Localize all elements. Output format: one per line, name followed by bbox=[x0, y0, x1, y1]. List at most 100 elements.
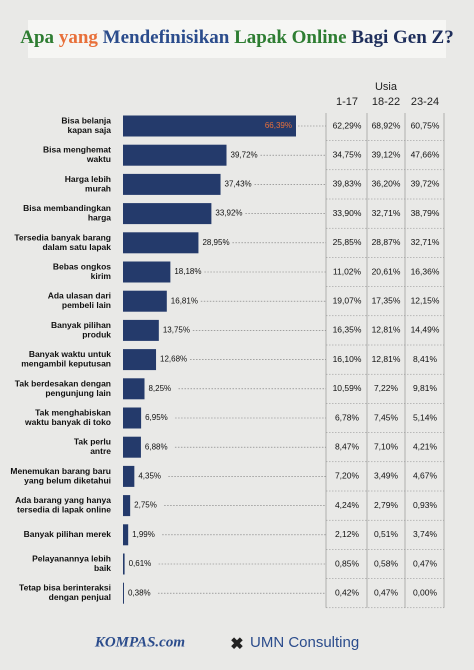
category-label: Bisa membandingkan bbox=[23, 203, 111, 213]
table-cell: 12,81% bbox=[372, 354, 401, 364]
bar bbox=[123, 261, 171, 283]
bar bbox=[123, 144, 227, 166]
table-cell: 6,78% bbox=[335, 412, 360, 422]
table-cell: 25,85% bbox=[333, 237, 362, 247]
table-cell: 12,15% bbox=[411, 295, 440, 305]
value-label: 33,92% bbox=[215, 209, 242, 218]
category-label: Bisa menghemat bbox=[43, 145, 111, 155]
bar bbox=[123, 378, 145, 400]
title-part: Mendefinisikan bbox=[103, 27, 230, 48]
table-cell: 19,07% bbox=[333, 295, 362, 305]
table-cell: 14,49% bbox=[411, 325, 440, 335]
table-cell: 60,75% bbox=[411, 120, 440, 130]
bar bbox=[123, 232, 199, 254]
bar bbox=[123, 524, 129, 546]
category-label: waktu banyak di toko bbox=[24, 417, 111, 427]
value-label: 18,18% bbox=[174, 267, 201, 276]
category-label: harga bbox=[88, 213, 111, 223]
table-cell: 34,75% bbox=[333, 149, 362, 159]
table-cell: 2,12% bbox=[335, 529, 360, 539]
table-cell: 0,00% bbox=[413, 587, 438, 597]
category-label: pengunjung lain bbox=[45, 388, 111, 398]
separator: ✖ bbox=[230, 636, 243, 653]
table-cell: 4,67% bbox=[413, 471, 438, 481]
table-cell: 16,35% bbox=[333, 325, 362, 335]
table-cell: 3,49% bbox=[374, 471, 399, 481]
table-cell: 9,81% bbox=[413, 383, 438, 393]
category-label: Harga lebih bbox=[65, 174, 111, 184]
value-label: 16,81% bbox=[171, 296, 198, 305]
table-cell: 33,90% bbox=[333, 208, 362, 218]
table-cell: 0,47% bbox=[374, 587, 399, 597]
category-label: Tak menghabiskan bbox=[35, 408, 111, 418]
category-label: pembeli lain bbox=[62, 300, 111, 310]
category-label: Pelayanannya lebih bbox=[32, 554, 111, 564]
category-label: mengambil keputusan bbox=[21, 359, 111, 369]
table-cell: 62,29% bbox=[333, 120, 362, 130]
table-cell: 8,41% bbox=[413, 354, 438, 364]
table-cell: 10,59% bbox=[333, 383, 362, 393]
category-label: dalam satu lapak bbox=[42, 242, 111, 252]
footer-left: KOMPAS.com bbox=[94, 634, 185, 650]
table-cell: 39,12% bbox=[372, 149, 401, 159]
bar bbox=[123, 203, 212, 225]
table-cell: 28,87% bbox=[372, 237, 401, 247]
footer-right: UMN Consulting bbox=[250, 634, 359, 651]
category-label: baik bbox=[94, 563, 111, 573]
table-cell: 16,10% bbox=[333, 354, 362, 364]
category-label: Menemukan barang baru bbox=[10, 466, 111, 476]
table-cell: 7,22% bbox=[374, 383, 399, 393]
table-cell: 36,20% bbox=[372, 179, 401, 189]
category-label: dengan penjual bbox=[49, 592, 111, 602]
value-label: 1,99% bbox=[132, 530, 155, 539]
value-label: 2,75% bbox=[134, 501, 157, 510]
category-label: Bebas ongkos bbox=[53, 262, 111, 272]
column-header: 23-24 bbox=[411, 96, 439, 108]
bar bbox=[123, 115, 296, 137]
category-label: kirim bbox=[91, 271, 112, 281]
table-cell: 0,47% bbox=[413, 558, 438, 568]
category-label: Bisa belanja bbox=[61, 116, 111, 126]
value-label: 12,68% bbox=[160, 355, 187, 364]
table-cell: 5,14% bbox=[413, 412, 438, 422]
category-label: murah bbox=[85, 183, 111, 193]
title-part: Lapak Online bbox=[234, 27, 346, 48]
value-label: 66,39% bbox=[265, 121, 292, 130]
title-box bbox=[28, 20, 446, 58]
table-cell: 32,71% bbox=[411, 237, 440, 247]
value-label: 6,95% bbox=[145, 413, 168, 422]
table-cell: 17,35% bbox=[372, 295, 401, 305]
table-cell: 11,02% bbox=[333, 266, 362, 276]
category-label: Banyak pilihan merek bbox=[24, 529, 112, 539]
category-label: Tersedia banyak barang bbox=[14, 232, 111, 242]
table-cell: 4,24% bbox=[335, 500, 360, 510]
bar bbox=[123, 319, 159, 341]
title-part: yang bbox=[59, 27, 99, 48]
bar bbox=[123, 436, 141, 458]
table-cell: 0,93% bbox=[413, 500, 438, 510]
category-label: tersedia di lapak online bbox=[17, 505, 111, 515]
table-cell: 32,71% bbox=[372, 208, 401, 218]
column-header: 18-22 bbox=[372, 96, 400, 108]
table-cell: 2,79% bbox=[374, 500, 399, 510]
table-cell: 20,61% bbox=[372, 266, 401, 276]
value-label: 39,72% bbox=[231, 150, 258, 159]
category-label: Tak perlu bbox=[74, 437, 111, 447]
category-label: Tetap bisa berinteraksi bbox=[19, 583, 111, 593]
bar bbox=[123, 173, 221, 195]
table-cell: 0,51% bbox=[374, 529, 399, 539]
category-label: produk bbox=[82, 329, 111, 339]
table-cell: 3,74% bbox=[413, 529, 438, 539]
table-cell: 4,21% bbox=[413, 441, 438, 451]
value-label: 0,38% bbox=[128, 588, 151, 597]
table-cell: 38,79% bbox=[411, 208, 440, 218]
table-cell: 68,92% bbox=[372, 120, 401, 130]
category-label: Ada barang yang hanya bbox=[15, 495, 111, 505]
table-cell: 7,45% bbox=[374, 412, 399, 422]
category-label: Tak berdesakan dengan bbox=[15, 378, 111, 388]
bar bbox=[123, 349, 157, 371]
table-cell: 39,72% bbox=[411, 179, 440, 189]
value-label: 13,75% bbox=[163, 326, 190, 335]
